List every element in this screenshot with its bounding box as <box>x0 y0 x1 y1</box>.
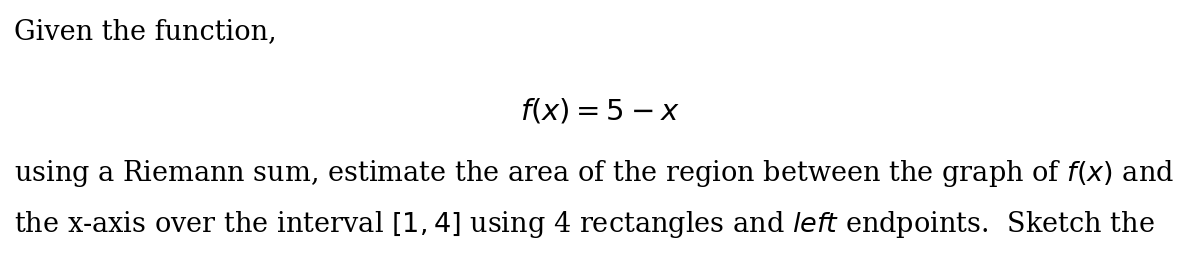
Text: $f(x) = 5 - x$: $f(x) = 5 - x$ <box>520 97 680 125</box>
Text: Given the function,: Given the function, <box>14 18 277 45</box>
Text: the x-axis over the interval $[1, 4]$ using 4 rectangles and $\it{left}$ endpoin: the x-axis over the interval $[1, 4]$ us… <box>14 208 1156 239</box>
Text: using a Riemann sum, estimate the area of the region between the graph of $f(x)$: using a Riemann sum, estimate the area o… <box>14 157 1175 188</box>
